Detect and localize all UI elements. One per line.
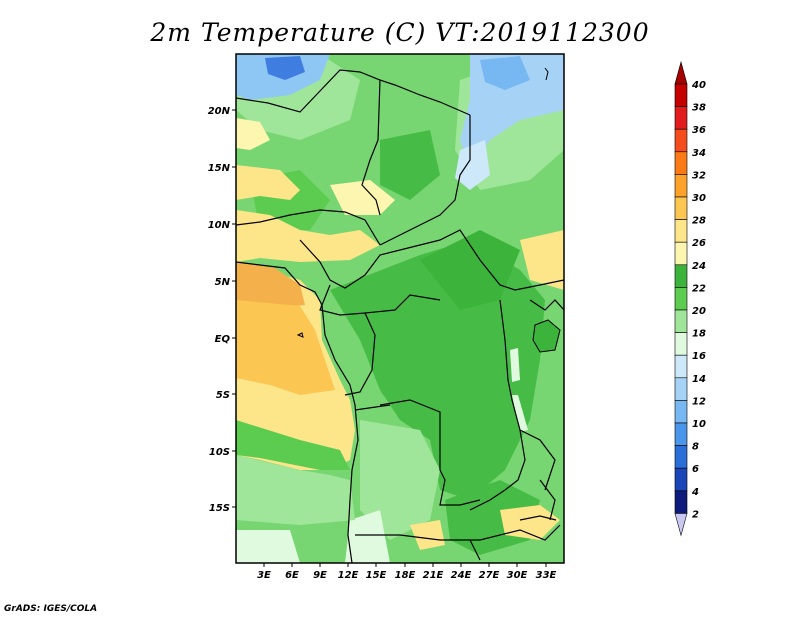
coastline xyxy=(235,261,359,564)
colorbar-cell xyxy=(674,467,688,492)
temperature-field xyxy=(236,54,564,563)
lat-label: 15S xyxy=(209,503,230,514)
colorbar-cell xyxy=(674,83,688,107)
colorbar-label: 4 xyxy=(691,487,699,498)
lon-ticks xyxy=(263,563,547,567)
colorbar-cell xyxy=(674,241,688,266)
colorbar-label: 28 xyxy=(692,216,706,227)
lat-label: 5S xyxy=(216,390,230,401)
island xyxy=(296,332,304,338)
lat-label: 5N xyxy=(215,277,231,288)
colorbar-label: 2 xyxy=(692,509,699,520)
lon-label: 30E xyxy=(507,570,528,581)
colorbar-label: 38 xyxy=(692,103,706,114)
colorbar-cell xyxy=(674,151,688,175)
colorbar-bottom-arrow xyxy=(674,513,688,537)
colorbar-cell xyxy=(674,264,688,288)
colorbar-label: 10 xyxy=(692,419,706,430)
colorbar-label: 32 xyxy=(692,170,706,181)
colorbar-label: 30 xyxy=(692,193,706,204)
lat-labels: 20N 15N 10N 5N EQ 5S 10S 15S xyxy=(208,106,231,514)
lon-label: 12E xyxy=(338,570,359,581)
colorbar-label: 24 xyxy=(692,261,706,272)
colorbar-label: 16 xyxy=(692,351,706,362)
lon-labels: 3E 6E 9E 12E 15E 18E 21E 24E 27E 30E 33E xyxy=(257,570,556,581)
colorbar-label: 18 xyxy=(692,329,706,340)
colorbar-cell xyxy=(674,332,688,356)
colorbar-cell xyxy=(674,400,688,424)
colorbar-label: 22 xyxy=(692,283,706,294)
chart-title: 2m Temperature (C) VT:2019112300 xyxy=(150,18,650,47)
colorbar-cell xyxy=(674,287,688,311)
colorbar-cell xyxy=(674,128,688,153)
colorbar-cell xyxy=(674,196,688,220)
lat-ticks xyxy=(232,109,236,508)
colorbar-cell xyxy=(674,422,688,446)
colorbar-label: 20 xyxy=(692,306,706,317)
country-boundaries xyxy=(236,69,564,561)
colorbar-cell xyxy=(674,354,688,379)
lon-label: 18E xyxy=(395,570,416,581)
map-frame xyxy=(235,53,565,564)
colorbar-label: 8 xyxy=(692,442,699,453)
colorbar-cell xyxy=(674,377,688,401)
colorbar xyxy=(674,60,688,537)
lon-label: 9E xyxy=(313,570,327,581)
lon-label: 27E xyxy=(479,570,500,581)
lon-label: 3E xyxy=(257,570,271,581)
colorbar-label: 36 xyxy=(692,125,706,136)
colorbar-cell xyxy=(674,490,688,514)
colorbar-label: 6 xyxy=(692,464,699,475)
colorbar-cell xyxy=(674,174,688,198)
lon-label: 24E xyxy=(451,570,472,581)
lat-label: 10N xyxy=(208,220,231,231)
colorbar-top-arrow xyxy=(674,60,688,85)
lon-label: 6E xyxy=(285,570,299,581)
lat-label: EQ xyxy=(215,334,231,345)
colorbar-cell xyxy=(674,445,688,469)
lon-label: 15E xyxy=(366,570,387,581)
colorbar-label: 40 xyxy=(691,80,706,91)
coast-nile xyxy=(544,67,549,81)
colorbar-label: 34 xyxy=(692,148,706,159)
colorbar-label: 26 xyxy=(692,238,706,249)
lat-label: 20N xyxy=(208,106,231,117)
colorbar-label: 14 xyxy=(692,374,706,385)
colorbar-cell xyxy=(674,106,688,130)
lon-label: 33E xyxy=(536,570,557,581)
lon-label: 21E xyxy=(423,570,444,581)
colorbar-labels: 40 38 36 34 32 30 28 26 24 22 20 18 16 14 12 10 8 6 4 2 xyxy=(691,80,706,520)
lat-label: 15N xyxy=(208,163,231,174)
colorbar-cell xyxy=(674,219,688,243)
colorbar-cell xyxy=(674,309,688,333)
grads-credit: GrADS: IGES/COLA xyxy=(4,604,98,614)
colorbar-label: 12 xyxy=(692,396,706,407)
lat-label: 10S xyxy=(209,447,230,458)
